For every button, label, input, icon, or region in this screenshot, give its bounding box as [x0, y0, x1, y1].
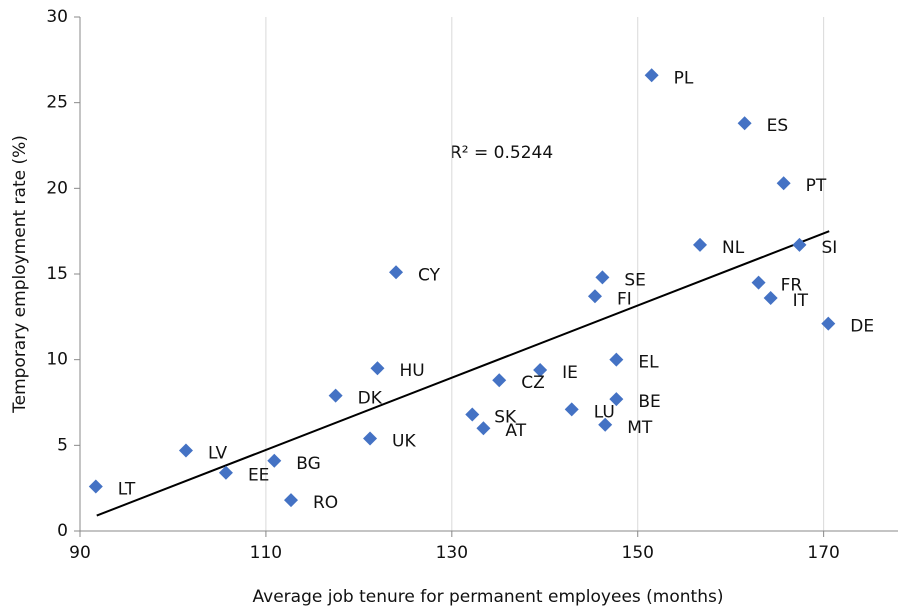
y-tick-label: 15: [46, 264, 68, 284]
y-tick-label: 30: [46, 7, 68, 27]
point-label: SE: [624, 270, 646, 290]
point-label: PT: [806, 176, 827, 196]
point-label: DK: [358, 389, 383, 409]
point: [792, 237, 807, 252]
point-label: LV: [208, 443, 228, 463]
point: [533, 362, 548, 377]
point: [644, 68, 659, 83]
point: [751, 275, 766, 290]
y-tick-label: 10: [46, 350, 68, 370]
point: [492, 373, 507, 388]
point-label: MT: [627, 418, 653, 438]
point: [284, 493, 299, 508]
point-label: CY: [418, 265, 441, 285]
point-label: BG: [296, 454, 321, 474]
point: [363, 431, 378, 446]
point-label: PL: [674, 68, 694, 88]
point-label: DE: [850, 317, 874, 337]
point: [595, 270, 610, 285]
point-label: LT: [118, 479, 136, 499]
point: [389, 265, 404, 280]
point-label: EE: [248, 466, 269, 486]
point: [88, 479, 103, 494]
point-label: ES: [767, 116, 789, 136]
x-tick-label: 150: [622, 543, 654, 563]
point-label: BE: [638, 392, 660, 412]
point: [370, 361, 385, 376]
point: [609, 352, 624, 367]
point-label: IT: [793, 291, 809, 311]
x-axis-label: Average job tenure for permanent employe…: [253, 587, 724, 607]
point-label: SK: [494, 407, 517, 427]
point: [476, 421, 491, 436]
point: [609, 392, 624, 407]
annotation: R² = 0.5244: [450, 143, 553, 163]
point-label: UK: [392, 431, 416, 451]
y-tick-label: 25: [46, 93, 68, 113]
point-label: NL: [722, 238, 745, 258]
x-tick-label: 170: [807, 543, 839, 563]
point-label: RO: [313, 493, 338, 513]
point: [178, 443, 193, 458]
point: [737, 116, 752, 131]
point: [587, 289, 602, 304]
point-label: FI: [617, 289, 632, 309]
point-label: SI: [821, 238, 837, 258]
point-label: HU: [399, 361, 424, 381]
y-tick-label: 20: [46, 178, 68, 198]
point-label: EL: [638, 353, 659, 373]
point: [763, 290, 778, 305]
point: [564, 402, 579, 417]
y-tick-label: 5: [57, 435, 68, 455]
y-axis-label: Temporary employment rate (%): [10, 135, 30, 414]
point: [218, 465, 233, 480]
x-tick-label: 90: [69, 543, 91, 563]
point: [776, 176, 791, 191]
trendline: [96, 230, 830, 517]
point: [328, 388, 343, 403]
point-label: AT: [505, 421, 526, 441]
y-tick-label: 0: [57, 521, 68, 541]
point-label: FR: [781, 276, 803, 296]
x-tick-label: 110: [250, 543, 282, 563]
point: [267, 453, 282, 468]
point: [693, 237, 708, 252]
x-tick-label: 130: [436, 543, 468, 563]
point-label: CZ: [521, 373, 545, 393]
point: [598, 417, 613, 432]
point: [821, 316, 836, 331]
point: [465, 407, 480, 422]
point-label: IE: [562, 363, 578, 383]
point-label: LU: [594, 402, 615, 422]
